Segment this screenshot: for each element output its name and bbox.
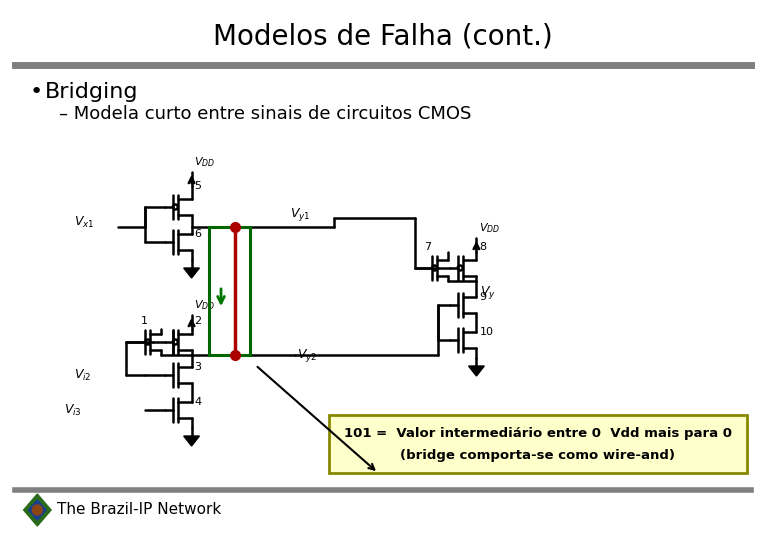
Text: 10: 10 — [480, 327, 494, 337]
Text: 5: 5 — [194, 181, 201, 191]
Polygon shape — [183, 268, 200, 278]
Text: $V_{DD}$: $V_{DD}$ — [194, 298, 216, 312]
Polygon shape — [29, 500, 46, 520]
Text: $V_{y2}$: $V_{y2}$ — [296, 347, 317, 363]
Text: 8: 8 — [480, 242, 487, 252]
Circle shape — [33, 505, 42, 515]
Text: 3: 3 — [194, 362, 201, 372]
Text: 2: 2 — [194, 316, 201, 326]
Polygon shape — [183, 436, 200, 446]
Text: $V_{i3}$: $V_{i3}$ — [64, 402, 82, 417]
Text: $V_{DD}$: $V_{DD}$ — [480, 221, 501, 235]
Text: – Modela curto entre sinais de circuitos CMOS: – Modela curto entre sinais de circuitos… — [59, 105, 471, 123]
Text: The Brazil-IP Network: The Brazil-IP Network — [57, 503, 222, 517]
Text: (bridge comporta-se como wire-and): (bridge comporta-se como wire-and) — [400, 449, 675, 462]
Text: $V_y$: $V_y$ — [480, 284, 496, 301]
Text: •: • — [30, 82, 43, 102]
Text: $V_{i2}$: $V_{i2}$ — [73, 367, 91, 382]
Text: 1: 1 — [140, 316, 147, 326]
Text: 101 =  Valor intermediário entre 0  Vdd mais para 0: 101 = Valor intermediário entre 0 Vdd ma… — [344, 427, 732, 440]
Text: Bridging: Bridging — [45, 82, 139, 102]
Text: 6: 6 — [194, 229, 201, 239]
Text: $V_{DD}$: $V_{DD}$ — [194, 155, 216, 169]
Text: Modelos de Falha (cont.): Modelos de Falha (cont.) — [213, 22, 553, 50]
Polygon shape — [469, 366, 484, 376]
Text: $V_{y1}$: $V_{y1}$ — [290, 206, 310, 223]
Bar — [329, 415, 746, 473]
Text: $V_{x1}$: $V_{x1}$ — [73, 214, 94, 230]
Text: 4: 4 — [194, 397, 201, 407]
Polygon shape — [23, 494, 51, 526]
Bar — [209, 227, 250, 355]
Text: 9: 9 — [480, 292, 487, 302]
Text: 7: 7 — [424, 242, 431, 252]
